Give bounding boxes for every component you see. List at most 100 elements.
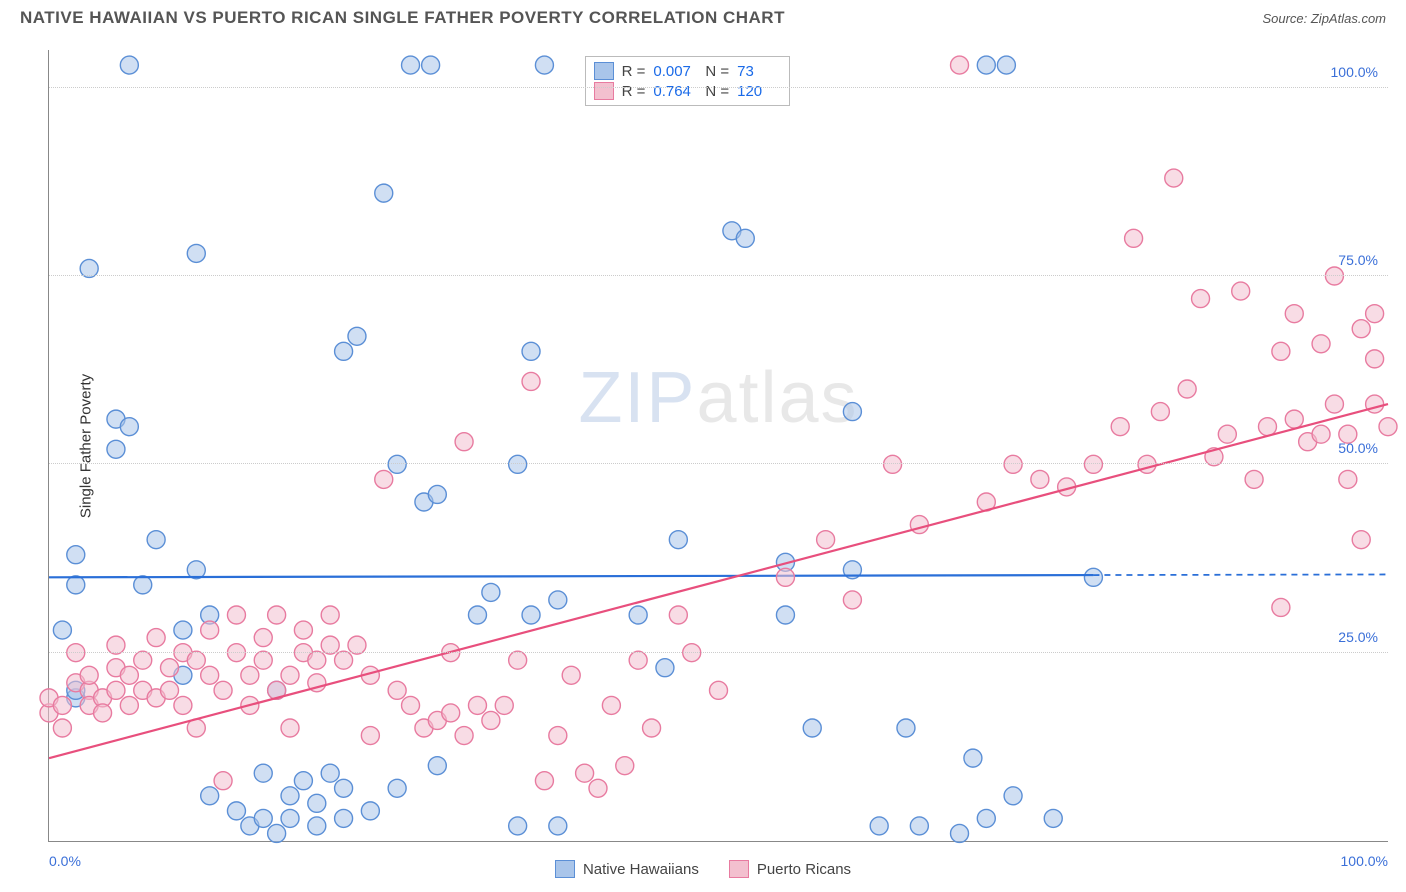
scatter-point [951, 824, 969, 842]
scatter-point [174, 696, 192, 714]
scatter-point [348, 327, 366, 345]
scatter-point [1272, 342, 1290, 360]
scatter-point [308, 794, 326, 812]
bottom-legend: Native Hawaiians Puerto Ricans [0, 860, 1406, 878]
scatter-point [281, 809, 299, 827]
scatter-point [656, 659, 674, 677]
scatter-point [67, 546, 85, 564]
scatter-point [214, 681, 232, 699]
legend-item-puertorican: Puerto Ricans [729, 860, 851, 878]
scatter-point [402, 696, 420, 714]
scatter-point [281, 787, 299, 805]
scatter-point [549, 727, 567, 745]
scatter-point [776, 568, 794, 586]
swatch-puertorican [594, 82, 614, 100]
scatter-point [201, 621, 219, 639]
scatter-point [509, 817, 527, 835]
legend-label-puertorican: Puerto Ricans [757, 861, 851, 878]
scatter-point [428, 757, 446, 775]
scatter-point [455, 433, 473, 451]
scatter-point [803, 719, 821, 737]
y-tick-label: 25.0% [1338, 629, 1378, 645]
scatter-point [1325, 395, 1343, 413]
scatter-point [402, 56, 420, 74]
scatter-point [254, 629, 272, 647]
scatter-point [254, 764, 272, 782]
scatter-point [120, 666, 138, 684]
scatter-point [134, 576, 152, 594]
scatter-point [281, 719, 299, 737]
scatter-point [1285, 410, 1303, 428]
trend-line [49, 404, 1388, 758]
scatter-point [308, 817, 326, 835]
scatter-point [1125, 229, 1143, 247]
r-value-hawaiian: 0.007 [653, 63, 697, 80]
scatter-point [428, 485, 446, 503]
scatter-point [1285, 305, 1303, 323]
scatter-point [53, 621, 71, 639]
scatter-point [1165, 169, 1183, 187]
scatter-point [468, 696, 486, 714]
scatter-point [964, 749, 982, 767]
scatter-point [1031, 470, 1049, 488]
scatter-point [1312, 335, 1330, 353]
scatter-point [335, 342, 353, 360]
scatter-point [321, 764, 339, 782]
scatter-point [107, 681, 125, 699]
scatter-point [643, 719, 661, 737]
scatter-point [736, 229, 754, 247]
scatter-point [361, 802, 379, 820]
trend-line [49, 575, 1093, 577]
scatter-point [1366, 350, 1384, 368]
scatter-point [335, 809, 353, 827]
scatter-point [388, 779, 406, 797]
legend-label-hawaiian: Native Hawaiians [583, 861, 699, 878]
scatter-point [1379, 418, 1397, 436]
scatter-point [120, 418, 138, 436]
scatter-point [107, 440, 125, 458]
gridline [49, 652, 1388, 653]
scatter-point [522, 606, 540, 624]
scatter-point [268, 606, 286, 624]
scatter-point [522, 372, 540, 390]
chart-plot-area: ZIPatlas R = 0.007 N = 73 R = 0.764 N = … [48, 50, 1388, 842]
scatter-point [422, 56, 440, 74]
scatter-point [1232, 282, 1250, 300]
scatter-point [1004, 787, 1022, 805]
scatter-point [147, 629, 165, 647]
scatter-point [1325, 267, 1343, 285]
scatter-point [120, 696, 138, 714]
scatter-point [1272, 598, 1290, 616]
scatter-point [1366, 305, 1384, 323]
scatter-point [897, 719, 915, 737]
scatter-point [910, 817, 928, 835]
scatter-point [120, 56, 138, 74]
scatter-point [187, 244, 205, 262]
scatter-point [776, 606, 794, 624]
gridline [49, 463, 1388, 464]
scatter-point [549, 591, 567, 609]
scatter-point [294, 621, 312, 639]
chart-header: NATIVE HAWAIIAN VS PUERTO RICAN SINGLE F… [0, 0, 1406, 34]
r-label: R = [622, 83, 646, 100]
r-value-puertorican: 0.764 [653, 83, 697, 100]
scatter-point [53, 719, 71, 737]
scatter-point [201, 787, 219, 805]
scatter-point [335, 779, 353, 797]
scatter-point [1218, 425, 1236, 443]
scatter-point [147, 531, 165, 549]
scatter-point [241, 666, 259, 684]
scatter-point [535, 772, 553, 790]
scatter-point [227, 606, 245, 624]
scatter-point [80, 666, 98, 684]
scatter-point [549, 817, 567, 835]
scatter-point [1044, 809, 1062, 827]
scatter-point [522, 342, 540, 360]
n-value-hawaiian: 73 [737, 63, 781, 80]
scatter-point [710, 681, 728, 699]
n-label: N = [705, 63, 729, 80]
scatter-point [187, 651, 205, 669]
gridline [49, 275, 1388, 276]
y-tick-label: 75.0% [1338, 252, 1378, 268]
scatter-point [509, 651, 527, 669]
